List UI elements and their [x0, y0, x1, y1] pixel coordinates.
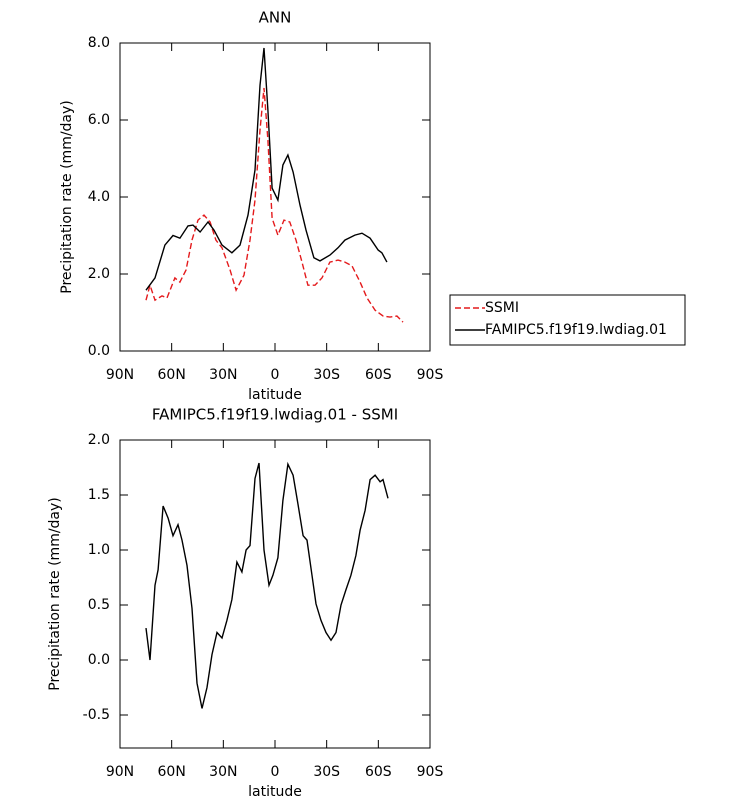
plot-frame — [119, 439, 431, 749]
x-tick-label: 30S — [313, 764, 340, 780]
chart-title: ANN — [259, 9, 292, 27]
x-tick-label: 0 — [271, 764, 280, 780]
x-tick-label: 60S — [365, 764, 392, 780]
legend-label: SSMI — [485, 300, 519, 316]
chart-title: FAMIPC5.f19f19.lwdiag.01 - SSMI — [152, 406, 398, 424]
y-axis-label: Precipitation rate (mm/day) — [59, 100, 75, 294]
y-tick-label: 1.0 — [88, 542, 110, 558]
x-axis-label: latitude — [248, 387, 302, 403]
series-line — [145, 461, 389, 709]
plot-frame — [119, 42, 431, 352]
y-tick-label: 1.5 — [88, 487, 110, 503]
series-line — [145, 47, 388, 291]
y-tick-label: 0.5 — [88, 597, 110, 613]
x-tick-label: 30N — [209, 367, 237, 383]
x-tick-label: 60S — [365, 367, 392, 383]
x-tick-label: 0 — [271, 367, 280, 383]
y-tick-label: 4.0 — [88, 189, 110, 205]
x-axis-label: latitude — [248, 784, 302, 800]
y-tick-label: 0.0 — [88, 343, 110, 359]
x-tick-label: 90N — [106, 367, 134, 383]
y-axis-label: Precipitation rate (mm/day) — [47, 497, 63, 691]
x-tick-label: 60N — [158, 764, 186, 780]
legend-box — [449, 294, 686, 346]
y-tick-label: 6.0 — [88, 112, 110, 128]
y-tick-label: -0.5 — [83, 707, 110, 723]
y-tick-label: 0.0 — [88, 652, 110, 668]
y-tick-label: 2.0 — [88, 266, 110, 282]
y-tick-label: 2.0 — [88, 432, 110, 448]
y-tick-label: 8.0 — [88, 35, 110, 51]
x-tick-label: 30S — [313, 367, 340, 383]
x-tick-label: 90S — [417, 367, 444, 383]
series-line — [145, 87, 404, 323]
legend-label: FAMIPC5.f19f19.lwdiag.01 — [485, 322, 667, 338]
x-tick-label: 90S — [417, 764, 444, 780]
x-tick-label: 90N — [106, 764, 134, 780]
x-tick-label: 30N — [209, 764, 237, 780]
x-tick-label: 60N — [158, 367, 186, 383]
